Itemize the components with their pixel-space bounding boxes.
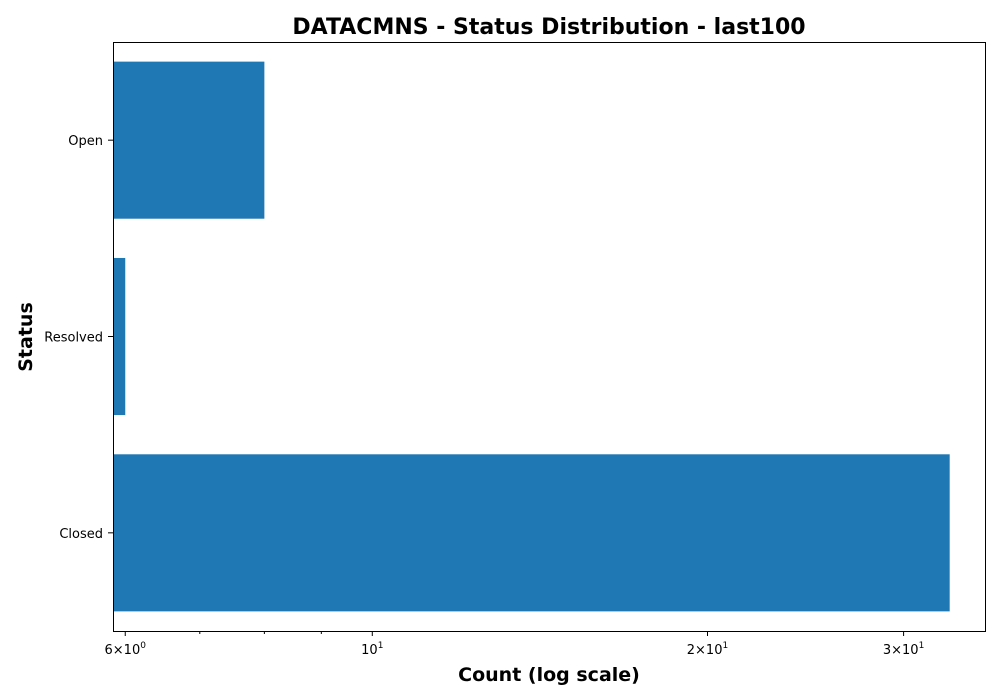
bars-layer: [113, 61, 950, 612]
bar-open: [113, 61, 265, 219]
plot-frame: [113, 42, 986, 632]
x-tick-label: 2×101: [687, 641, 728, 658]
ticks-layer: Open Resolved Closed 6×100 101 2×101 3×101: [44, 134, 924, 658]
y-tick-label-resolved: Resolved: [44, 331, 103, 346]
y-axis-label: Status: [15, 302, 37, 372]
x-tick-label: 101: [361, 641, 383, 658]
x-axis-label: Count (log scale): [458, 664, 640, 686]
x-tick-label: 6×100: [105, 641, 147, 658]
bar-closed: [113, 454, 950, 612]
bar-resolved: [113, 257, 126, 416]
y-tick-label-closed: Closed: [59, 527, 103, 542]
chart-title: DATACMNS - Status Distribution - last100: [292, 15, 805, 40]
x-tick-label: 3×101: [883, 641, 924, 658]
y-tick-label-open: Open: [68, 134, 103, 149]
